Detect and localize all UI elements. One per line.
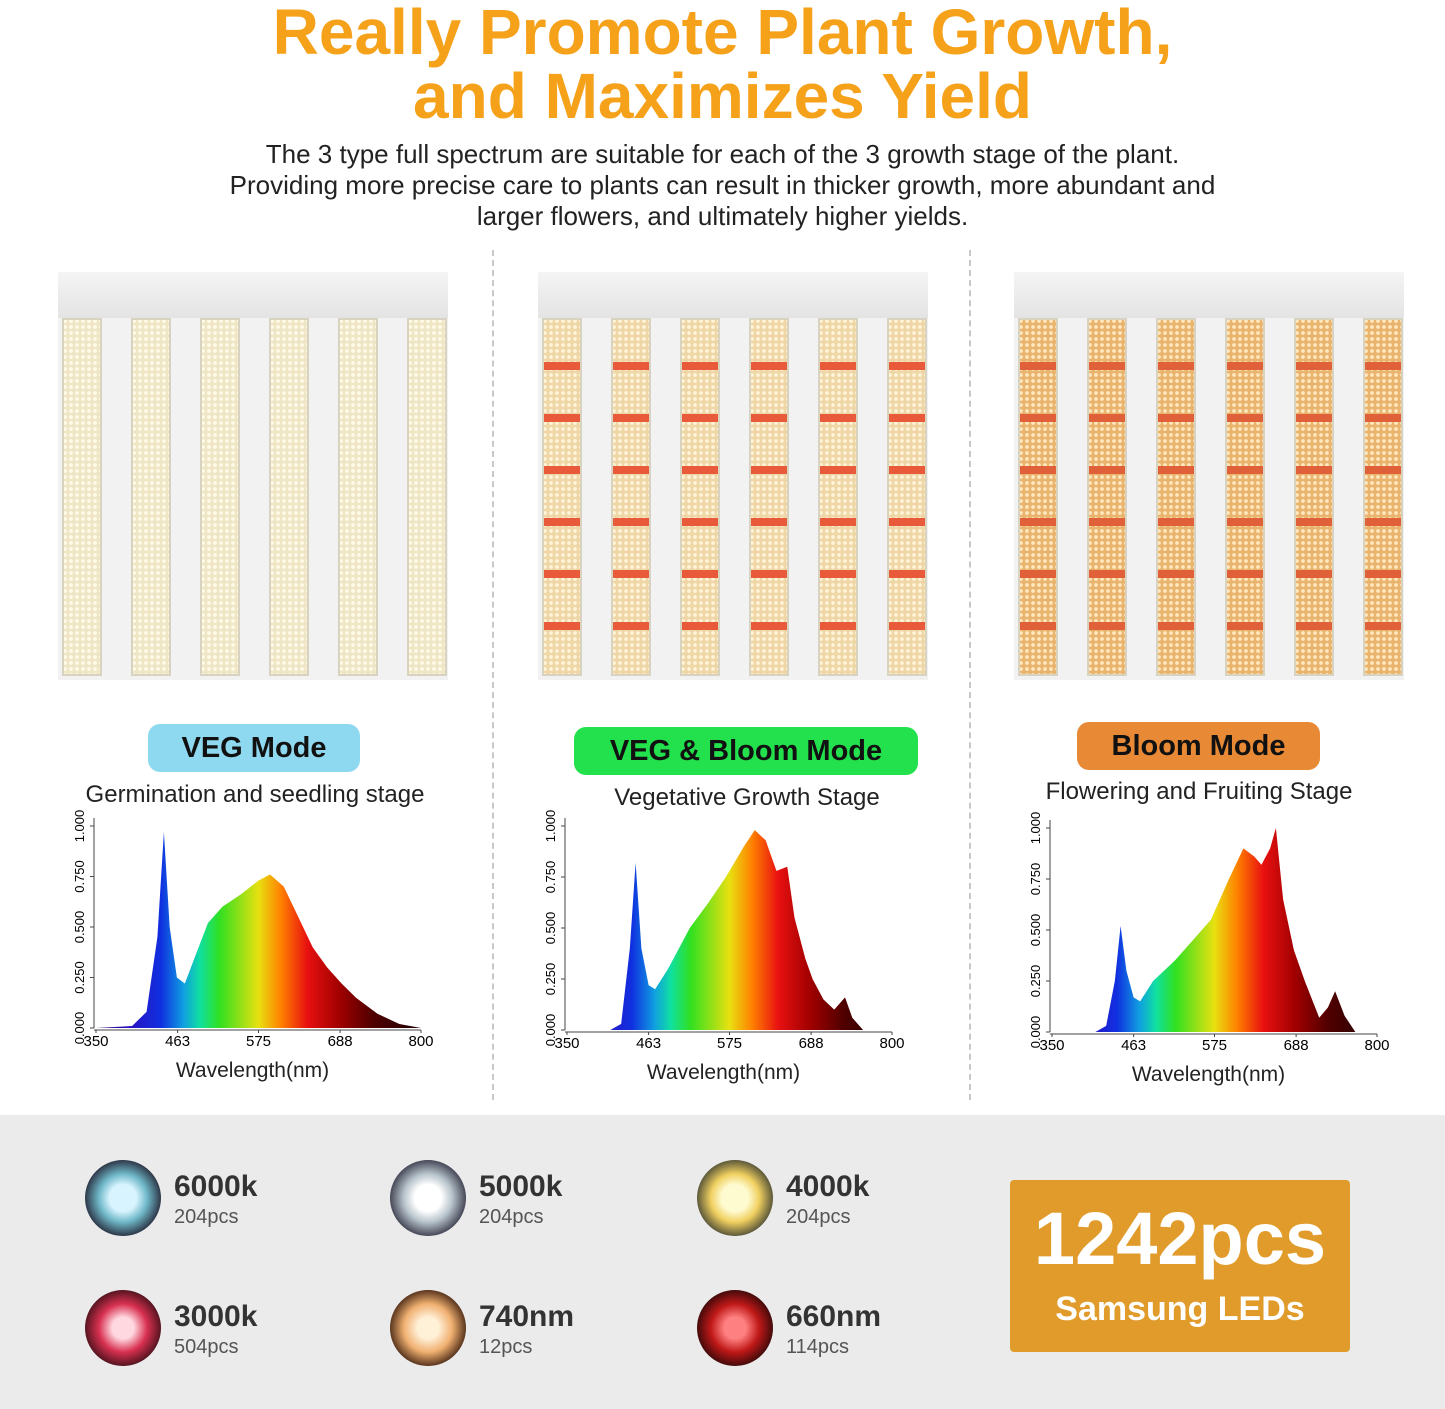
y-tick-label: 0.250 xyxy=(1028,965,1043,998)
x-tick-label: 688 xyxy=(1284,1037,1309,1054)
x-tick-label: 463 xyxy=(1121,1037,1146,1054)
led-bar xyxy=(611,318,651,676)
total-box: 1242pcs Samsung LEDs xyxy=(1010,1180,1350,1352)
led-icon xyxy=(697,1160,773,1236)
y-tick-label: 1.000 xyxy=(72,810,87,843)
title-line: Really Promote Plant Growth, xyxy=(272,0,1173,68)
led-bar xyxy=(542,318,582,676)
title-line: and Maximizes Yield xyxy=(413,60,1032,132)
led-name: 6000k xyxy=(174,1170,258,1203)
x-tick-label: 350 xyxy=(554,1035,579,1052)
x-axis-label: Wavelength(nm) xyxy=(1132,1063,1285,1086)
led-icon xyxy=(697,1290,773,1366)
led-bar xyxy=(1225,318,1265,676)
y-tick-label: 1.000 xyxy=(543,810,558,843)
divider xyxy=(492,250,494,1100)
led-bar xyxy=(269,318,309,676)
led-name: 660nm xyxy=(786,1300,882,1333)
led-bar xyxy=(1294,318,1334,676)
led-bar xyxy=(680,318,720,676)
x-tick-label: 800 xyxy=(879,1035,904,1052)
mode-badge: VEG Mode xyxy=(148,724,360,772)
subtitle-line: The 3 type full spectrum are suitable fo… xyxy=(265,139,1180,169)
led-bar xyxy=(749,318,789,676)
led-name: 4000k xyxy=(786,1170,870,1203)
x-tick-label: 575 xyxy=(246,1033,271,1050)
stage-text: Flowering and Fruiting Stage xyxy=(1045,778,1353,805)
led-count: 504pcs xyxy=(174,1336,239,1358)
y-tick-label: 0.000 xyxy=(543,1014,558,1047)
x-tick-label: 800 xyxy=(1364,1037,1389,1054)
led-icon xyxy=(85,1290,161,1366)
x-tick-label: 350 xyxy=(83,1033,108,1050)
light-fixture xyxy=(1014,272,1404,680)
led-bar xyxy=(1363,318,1403,676)
total-number: 1242pcs xyxy=(1033,1197,1327,1280)
led-bar xyxy=(818,318,858,676)
led-bar xyxy=(407,318,447,676)
y-tick-label: 1.000 xyxy=(1028,812,1043,845)
mode-badge: Bloom Mode xyxy=(1077,722,1320,770)
led-count: 12pcs xyxy=(479,1336,533,1358)
led-count: 114pcs xyxy=(786,1336,850,1358)
y-tick-label: 0.750 xyxy=(543,861,558,894)
led-bar xyxy=(1156,318,1196,676)
y-tick-label: 0.250 xyxy=(543,963,558,996)
led-bar xyxy=(131,318,171,676)
fixture-cap xyxy=(58,272,448,318)
led-bar xyxy=(1018,318,1058,676)
led-icon xyxy=(390,1160,466,1236)
subtitle-line: Providing more precise care to plants ca… xyxy=(229,170,1216,200)
x-tick-label: 463 xyxy=(636,1035,661,1052)
x-tick-label: 688 xyxy=(799,1035,824,1052)
mode-badge: VEG & Bloom Mode xyxy=(574,727,918,775)
led-bar xyxy=(887,318,927,676)
x-tick-label: 688 xyxy=(328,1033,353,1050)
y-tick-label: 0.750 xyxy=(72,860,87,893)
x-tick-label: 350 xyxy=(1039,1037,1064,1054)
led-name: 740nm xyxy=(479,1300,575,1333)
y-tick-label: 0.000 xyxy=(1028,1016,1043,1049)
led-bar xyxy=(62,318,102,676)
led-count: 204pcs xyxy=(174,1206,239,1228)
led-name: 5000k xyxy=(479,1170,563,1203)
x-tick-label: 463 xyxy=(165,1033,190,1050)
led-icon xyxy=(85,1160,161,1236)
y-tick-label: 0.500 xyxy=(543,912,558,945)
divider xyxy=(969,250,971,1100)
y-tick-label: 0.000 xyxy=(72,1012,87,1045)
fixture-cap xyxy=(538,272,928,318)
y-tick-label: 0.500 xyxy=(72,911,87,944)
spectrum-area xyxy=(96,832,421,1028)
stage-text: Vegetative Growth Stage xyxy=(614,784,880,811)
x-tick-label: 800 xyxy=(408,1033,433,1050)
stage-text: Germination and seedling stage xyxy=(85,781,425,808)
light-fixture xyxy=(58,272,448,680)
spectrum-area xyxy=(567,830,892,1030)
led-bar xyxy=(1087,318,1127,676)
y-tick-label: 0.750 xyxy=(1028,863,1043,896)
led-bar xyxy=(200,318,240,676)
x-tick-label: 575 xyxy=(717,1035,742,1052)
x-axis-label: Wavelength(nm) xyxy=(176,1059,329,1082)
light-fixture xyxy=(538,272,928,680)
led-icon xyxy=(390,1290,466,1366)
led-bar xyxy=(338,318,378,676)
led-name: 3000k xyxy=(174,1300,258,1333)
spectrum-area xyxy=(1052,828,1377,1032)
fixture-cap xyxy=(1014,272,1404,318)
led-count: 204pcs xyxy=(479,1206,544,1228)
x-tick-label: 575 xyxy=(1202,1037,1227,1054)
led-count: 204pcs xyxy=(786,1206,851,1228)
y-tick-label: 0.250 xyxy=(72,961,87,994)
subtitle-line: larger flowers, and ultimately higher yi… xyxy=(476,201,969,231)
total-label: Samsung LEDs xyxy=(1055,1290,1305,1328)
x-axis-label: Wavelength(nm) xyxy=(647,1061,800,1084)
y-tick-label: 0.500 xyxy=(1028,914,1043,947)
